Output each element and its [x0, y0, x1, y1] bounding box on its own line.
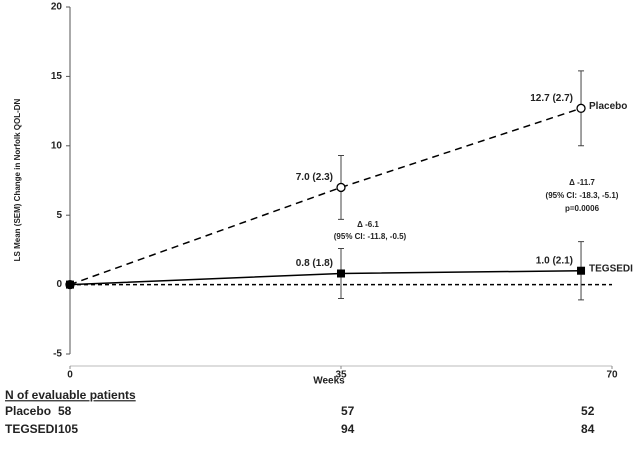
- series-line: [69, 107, 582, 286]
- y-axis-label: LS Mean (SEM) Change in Norfolk QOL-DN: [13, 98, 22, 261]
- marker: [577, 266, 586, 275]
- series-label: Placebo: [589, 101, 627, 112]
- y-tick-label: 0: [56, 279, 62, 290]
- data-label: 12.7 (2.7): [530, 93, 573, 104]
- marker: [576, 103, 586, 113]
- annotation: (95% CI: -18.3, -5.1): [546, 191, 619, 200]
- table-cell: 57: [341, 404, 355, 418]
- y-tick-label: 5: [56, 210, 62, 221]
- annotation: p=0.0006: [565, 204, 600, 213]
- series-line: [69, 269, 582, 286]
- annotation: Δ -6.1: [357, 220, 379, 229]
- table-title: N of evaluable patients: [5, 388, 136, 402]
- marker: [66, 280, 74, 289]
- x-tick-label: 35: [335, 370, 347, 381]
- annotation: Δ -11.7: [569, 178, 595, 187]
- table-cell: 84: [581, 422, 595, 436]
- y-tick-label: 15: [51, 71, 63, 82]
- series-label: TEGSEDI: [589, 263, 633, 274]
- table-cell: 52: [581, 404, 595, 418]
- annotation: (95% CI: -11.8, -0.5): [334, 232, 407, 241]
- marker: [336, 182, 346, 193]
- table-cell: 58: [58, 404, 72, 418]
- table-cell: Placebo: [5, 404, 51, 418]
- marker: [337, 269, 345, 278]
- x-axis-label: Weeks: [313, 376, 345, 387]
- table-cell: 105: [58, 422, 78, 436]
- x-tick-label: 70: [606, 370, 618, 381]
- y-tick-label: 10: [51, 140, 63, 151]
- table-cell: 94: [341, 422, 355, 436]
- y-tick-label: -5: [53, 349, 62, 360]
- table-cell: TEGSEDI: [5, 422, 58, 436]
- data-label: 0.8 (1.8): [296, 258, 333, 269]
- x-tick-label: 0: [67, 370, 73, 381]
- data-label: 7.0 (2.3): [296, 172, 333, 183]
- y-tick-label: 20: [51, 2, 63, 13]
- data-label: 1.0 (2.1): [536, 255, 573, 266]
